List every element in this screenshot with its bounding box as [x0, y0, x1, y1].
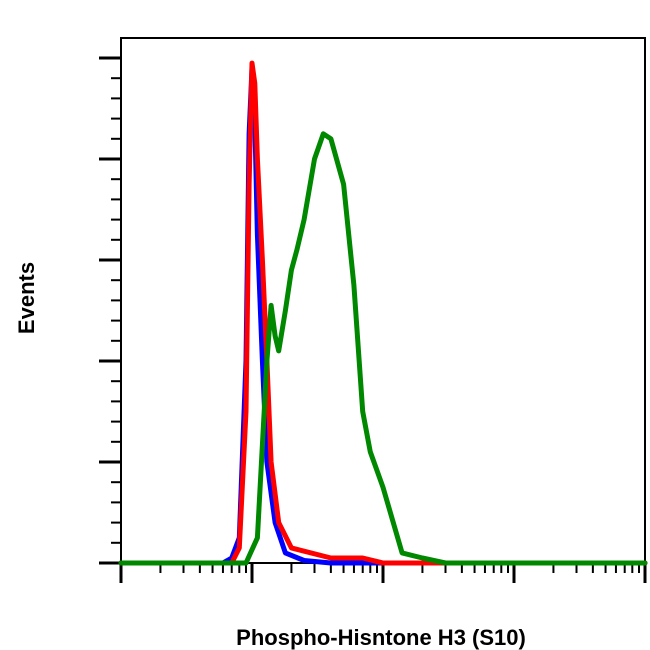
histogram-series-line [118, 60, 648, 566]
x-axis-ticks [119, 563, 647, 583]
histogram-series-line [118, 131, 648, 566]
x-axis-label: Phospho-Hisntone H3 (S10) [236, 625, 526, 650]
y-axis-label: Events [14, 262, 39, 334]
y-axis-ticks [99, 56, 121, 565]
series-layer [118, 60, 648, 566]
